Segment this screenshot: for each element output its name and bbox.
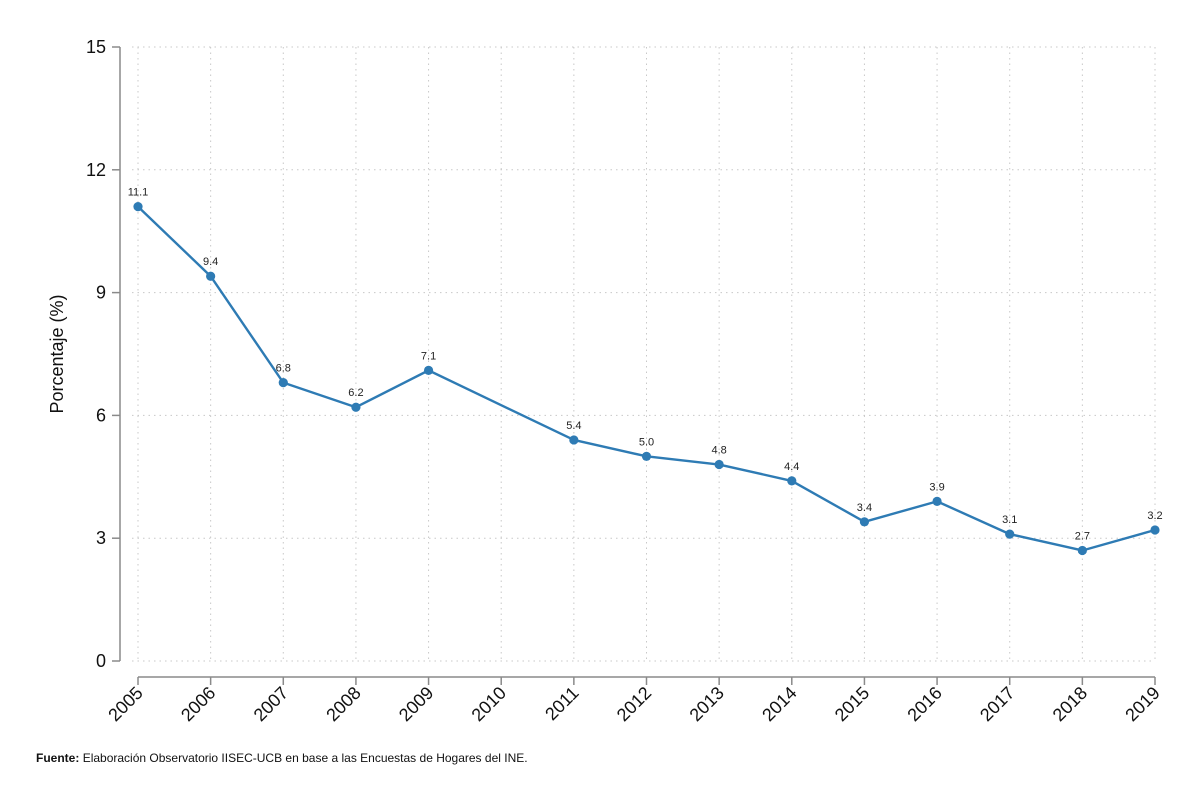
data-label: 7.1 bbox=[421, 350, 436, 362]
x-tick-label: 2014 bbox=[758, 683, 800, 725]
data-point bbox=[787, 476, 797, 486]
x-tick-label: 2017 bbox=[976, 683, 1018, 725]
x-tick-label: 2012 bbox=[613, 683, 655, 725]
data-point bbox=[569, 435, 579, 445]
source-text: Elaboración Observatorio IISEC-UCB en ba… bbox=[82, 751, 528, 765]
grid-layer bbox=[132, 46, 1156, 662]
data-label: 11.1 bbox=[128, 187, 149, 199]
data-point bbox=[714, 459, 724, 470]
data-point bbox=[278, 378, 288, 388]
series-line bbox=[137, 205, 1156, 552]
data-point bbox=[932, 496, 942, 506]
data-label: 4.4 bbox=[784, 461, 799, 473]
data-label: 5.0 bbox=[639, 436, 654, 448]
x-tick-label: 2018 bbox=[1049, 683, 1091, 725]
data-point bbox=[1005, 529, 1015, 539]
x-tick-label: 2019 bbox=[1121, 683, 1163, 725]
x-tick-label: 2013 bbox=[686, 683, 728, 725]
data-label: 9.4 bbox=[203, 256, 218, 268]
data-label: 3.2 bbox=[1147, 510, 1162, 522]
source-note: Fuente: Elaboración Observatorio IISEC-U… bbox=[36, 751, 528, 765]
data-point bbox=[206, 271, 216, 281]
data-label: 6.8 bbox=[276, 363, 291, 375]
data-label: 4.8 bbox=[711, 445, 726, 457]
x-tick-label: 2011 bbox=[541, 683, 583, 725]
data-label: 6.2 bbox=[348, 387, 363, 399]
data-point bbox=[1150, 525, 1160, 535]
y-tick-label: 3 bbox=[96, 528, 106, 548]
x-tick-label: 2007 bbox=[250, 683, 292, 725]
data-point bbox=[641, 451, 652, 461]
line-chart: 0 3 6 9 12 15 2005 2006 2007 2008 2009 2010 2011 2012… bbox=[47, 37, 1164, 725]
series-layer bbox=[133, 202, 1160, 556]
y-tick-label: 0 bbox=[96, 651, 106, 671]
source-label: Fuente: bbox=[36, 751, 80, 765]
x-tick-label: 2005 bbox=[104, 683, 146, 725]
data-point bbox=[351, 402, 361, 412]
label-layer: 11.1 9.4 6.8 6.2 7.1 5.4 5.0 4.8 4.4 3.4 3.9 3.1 2.7… bbox=[128, 187, 1163, 543]
data-label: 3.1 bbox=[1002, 514, 1017, 526]
x-tick-label: 2006 bbox=[177, 683, 219, 725]
x-tick-label: 2009 bbox=[395, 683, 437, 725]
y-tick-label: 9 bbox=[96, 283, 106, 303]
data-point bbox=[859, 517, 870, 527]
x-tick-label: 2015 bbox=[831, 683, 873, 725]
y-tick-label: 6 bbox=[96, 405, 106, 425]
x-tick-label: 2010 bbox=[468, 683, 510, 725]
x-tick-label: 2016 bbox=[903, 683, 945, 725]
data-point bbox=[133, 202, 143, 212]
data-label: 3.9 bbox=[929, 481, 944, 493]
axis-layer: 0 3 6 9 12 15 2005 2006 2007 2008 2009 2010 2011 2012… bbox=[47, 37, 1164, 725]
y-tick-label: 12 bbox=[86, 160, 106, 180]
data-point bbox=[423, 365, 434, 375]
data-label: 5.4 bbox=[566, 420, 581, 432]
data-point bbox=[1077, 545, 1087, 556]
y-axis-title: Porcentaje (%) bbox=[47, 294, 67, 413]
data-label: 2.7 bbox=[1075, 530, 1090, 542]
data-label: 3.4 bbox=[857, 502, 872, 514]
y-tick-label: 15 bbox=[86, 37, 106, 57]
x-tick-label: 2008 bbox=[322, 683, 364, 725]
